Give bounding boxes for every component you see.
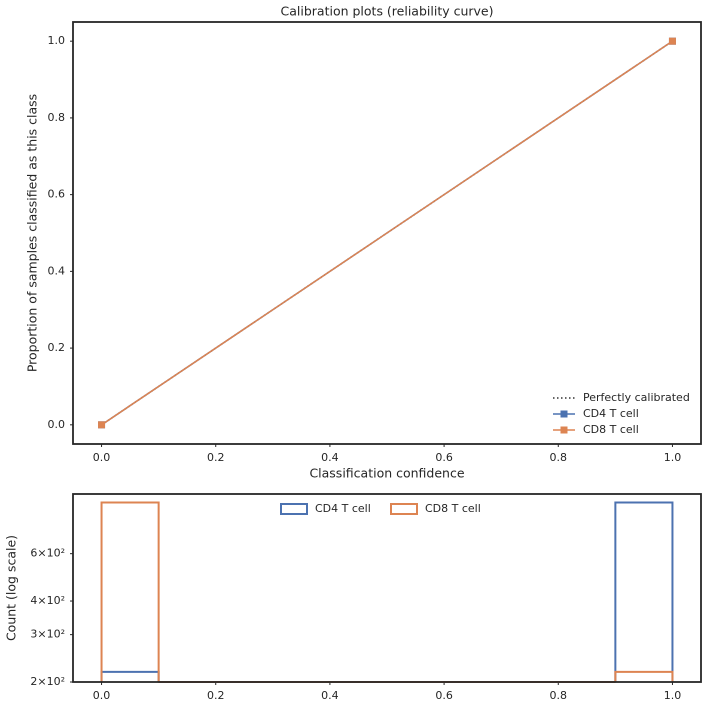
legend-label: CD8 T cell [425,502,481,515]
chart-title: Calibration plots (reliability curve) [281,4,494,19]
y-tick-label: 2×10² [30,675,65,688]
y-tick-label: 3×10² [30,628,65,641]
x-axis-label: Classification confidence [309,466,464,481]
x-tick-label: 0.0 [93,451,111,464]
y-tick-label: 1.0 [48,34,66,47]
y-axis-label: Proportion of samples classified as this… [25,94,40,372]
series-line [101,40,673,426]
hist-bar [614,670,674,682]
legend-marker [560,426,568,434]
legend-swatch [280,503,308,515]
legend-swatch [390,503,418,515]
y-tick-label: 0.8 [48,111,66,124]
legend-marker [560,410,568,418]
marker [98,421,106,429]
x-tick-label: 0.2 [207,451,225,464]
x-tick-label: 1.0 [664,689,682,702]
y-axis-label: Count (log scale) [4,535,19,641]
x-tick-label: 1.0 [664,451,682,464]
y-tick-label: 0.2 [48,341,66,354]
hist-bar [100,501,160,682]
legend-label: CD4 T cell [315,502,371,515]
axes-frame [72,493,702,683]
y-tick-label: 0.6 [48,188,66,201]
x-tick-label: 0.0 [93,689,111,702]
y-tick-label: 0.4 [48,264,66,277]
x-tick-label: 0.8 [550,451,568,464]
legend-label: CD4 T cell [583,407,639,420]
legend-label: CD8 T cell [583,423,639,436]
legend-label: Perfectly calibrated [583,391,690,404]
axes-frame [72,21,702,445]
hist-bar [100,670,160,682]
y-tick-label: 4×10² [30,594,65,607]
y-tick-label: 6×10² [30,547,65,560]
x-tick-label: 0.6 [435,689,453,702]
x-tick-label: 0.4 [321,689,339,702]
y-tick-label: 0.0 [48,418,66,431]
x-tick-label: 0.8 [550,689,568,702]
x-tick-label: 0.6 [435,451,453,464]
hist-bar [614,501,674,682]
marker [668,37,676,45]
x-tick-label: 0.4 [321,451,339,464]
x-tick-label: 0.2 [207,689,225,702]
